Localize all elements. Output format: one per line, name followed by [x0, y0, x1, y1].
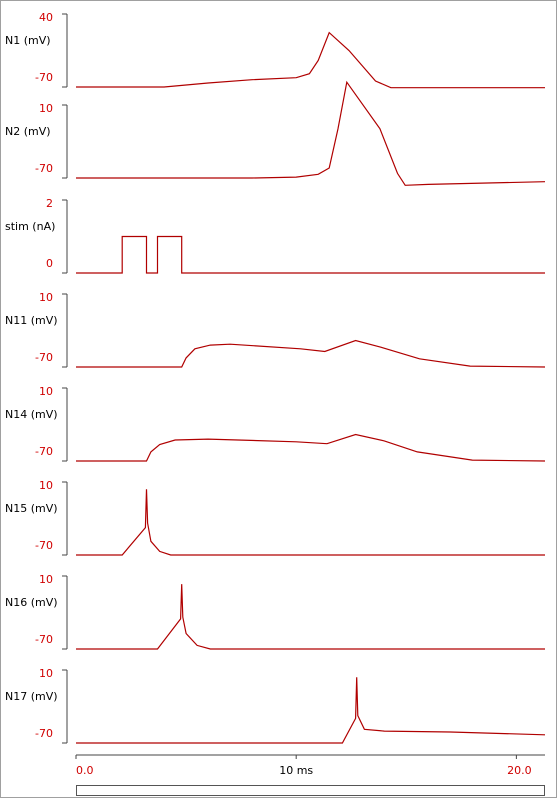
y-tick-label: -70 — [35, 71, 53, 84]
y-axis-label: N16 (mV) — [5, 596, 58, 609]
y-axis-label: N2 (mV) — [5, 125, 51, 138]
trace — [76, 584, 545, 650]
y-tick-label: -70 — [35, 162, 53, 175]
trace — [76, 31, 545, 89]
y-axis-label: stim (nA) — [5, 220, 55, 233]
y-tick-label: 10 — [39, 479, 53, 492]
scrollbar[interactable] — [76, 785, 545, 796]
trace — [76, 489, 545, 556]
x-tick-label: 0.0 — [76, 764, 94, 777]
y-tick-label: -70 — [35, 727, 53, 740]
y-tick-label: 10 — [39, 573, 53, 586]
y-tick-label: 0 — [46, 257, 53, 270]
y-axis-label: N17 (mV) — [5, 690, 58, 703]
trace — [76, 80, 546, 186]
y-tick-label: 10 — [39, 385, 53, 398]
y-axis-label: N1 (mV) — [5, 34, 51, 47]
y-axis-label: N15 (mV) — [5, 502, 58, 515]
trace — [76, 677, 546, 744]
y-tick-label: -70 — [35, 539, 53, 552]
y-tick-label: 40 — [39, 11, 53, 24]
y-tick-label: 10 — [39, 291, 53, 304]
y-axis-label: N11 (mV) — [5, 314, 58, 327]
y-tick-label: 10 — [39, 667, 53, 680]
y-tick-label: -70 — [35, 351, 53, 364]
y-tick-label: -70 — [35, 633, 53, 646]
y-tick-label: 10 — [39, 102, 53, 115]
y-tick-label: 2 — [46, 197, 53, 210]
y-axis-label: N14 (mV) — [5, 408, 58, 421]
x-tick-label: 20.0 — [507, 764, 532, 777]
trace — [76, 339, 546, 368]
x-tick-label: 10 ms — [279, 764, 313, 777]
trace — [76, 433, 546, 462]
trace — [76, 235, 545, 274]
y-tick-label: -70 — [35, 445, 53, 458]
